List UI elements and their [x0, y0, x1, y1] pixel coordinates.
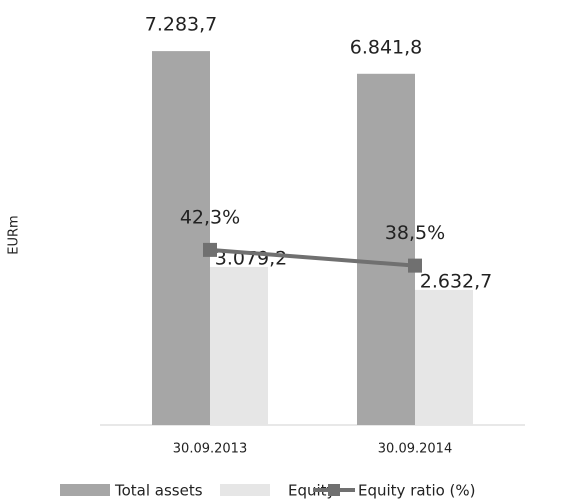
bar: [152, 51, 210, 426]
bar: [210, 266, 268, 425]
value-label: 6.841,8: [350, 36, 423, 58]
value-label: 7.283,7: [145, 14, 218, 36]
marker: [203, 242, 217, 257]
value-label: 42,3%: [180, 206, 240, 228]
y-axis-label: EURm: [7, 215, 22, 254]
x-tick-label: 30.09.2013: [173, 442, 247, 457]
bar: [357, 73, 415, 425]
bar: [415, 289, 473, 425]
legend-swatch: [328, 484, 340, 496]
line: [209, 247, 416, 268]
legend-label: Equity: [288, 482, 336, 500]
value-label: 38,5%: [385, 222, 445, 244]
x-tick-label: 30.09.2014: [378, 442, 452, 457]
marker: [408, 258, 422, 273]
legend-swatch: [220, 484, 270, 496]
legend-label: Equity ratio (%): [358, 482, 476, 500]
legend-swatch: [60, 484, 110, 496]
legend-label: Total assets: [114, 482, 203, 500]
value-label: 2.632,7: [420, 270, 493, 292]
